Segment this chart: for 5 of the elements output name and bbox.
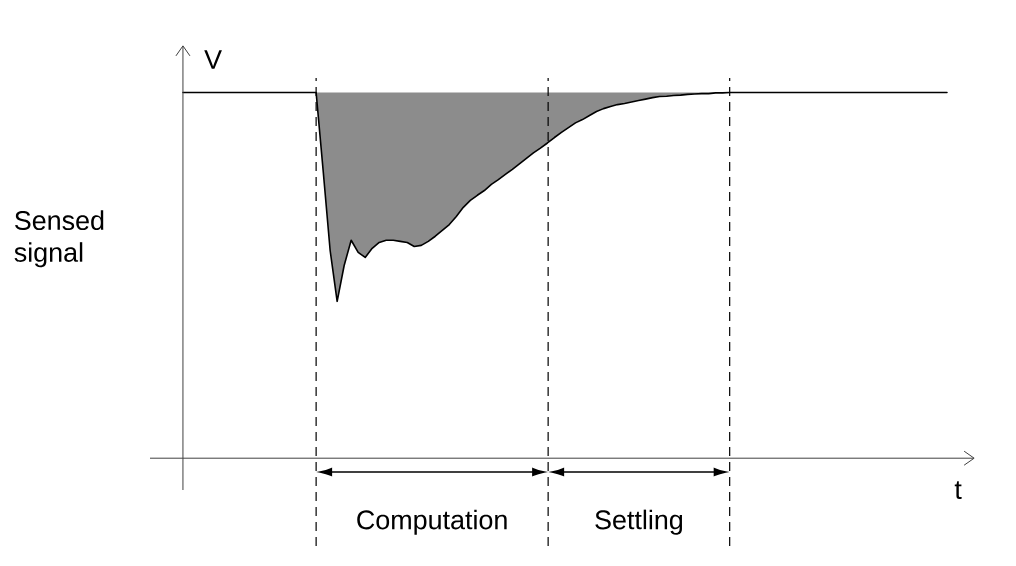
y-axis-title: V [204,50,222,69]
text: Settling [595,509,683,535]
text: Computation [357,509,507,535]
x-axis-title: t [954,481,962,499]
text: Sensed signal [14,210,104,268]
